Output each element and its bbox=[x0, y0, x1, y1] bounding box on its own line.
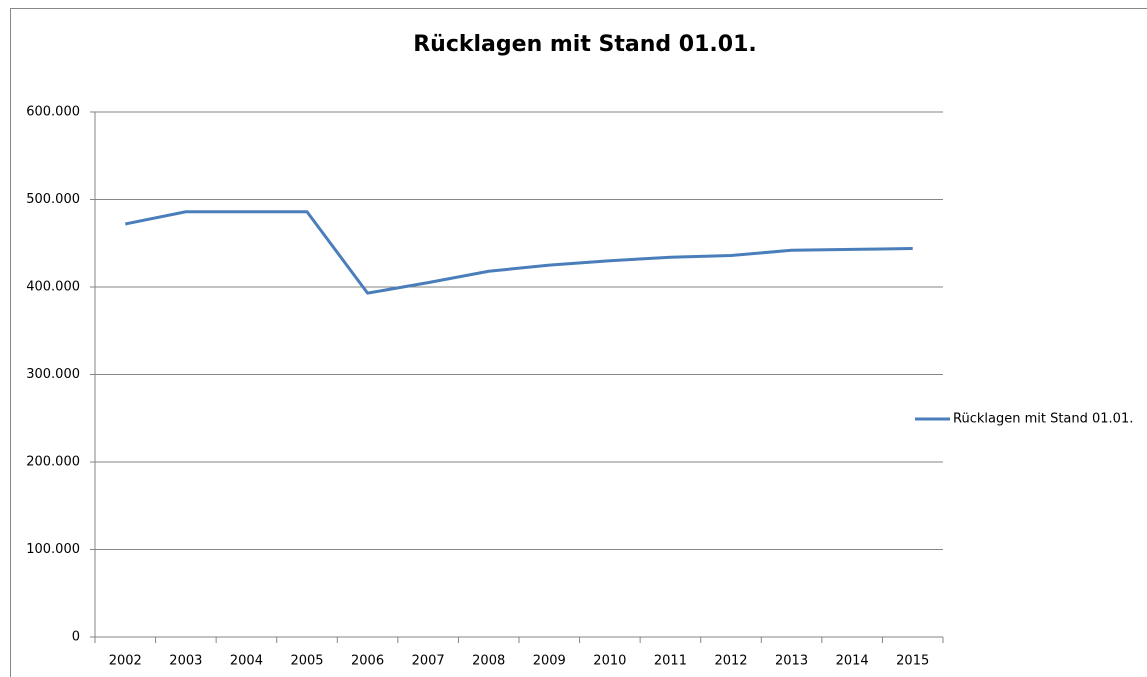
chart-frame bbox=[10, 8, 1147, 677]
x-tick-label: 2014 bbox=[836, 654, 869, 669]
x-tick-label: 2012 bbox=[714, 654, 747, 669]
y-tick-label: 600.000 bbox=[26, 105, 80, 120]
y-tick-label: 200.000 bbox=[26, 455, 80, 470]
x-tick-label: 2007 bbox=[412, 654, 445, 669]
y-tick-label: 300.000 bbox=[26, 367, 80, 382]
x-tick-label: 2003 bbox=[169, 654, 202, 669]
x-tick-label: 2013 bbox=[775, 654, 808, 669]
legend-label: Rücklagen mit Stand 01.01. bbox=[953, 412, 1133, 427]
y-tick-label: 0 bbox=[72, 630, 80, 645]
y-tick-label: 100.000 bbox=[26, 542, 80, 557]
y-tick-label: 400.000 bbox=[26, 280, 80, 295]
x-tick-label: 2005 bbox=[290, 654, 323, 669]
x-tick-label: 2008 bbox=[472, 654, 505, 669]
x-tick-label: 2010 bbox=[593, 654, 626, 669]
data-line bbox=[124, 210, 913, 295]
x-tick-label: 2015 bbox=[896, 654, 929, 669]
x-tick-label: 2002 bbox=[109, 654, 142, 669]
x-tick-label: 2006 bbox=[351, 654, 384, 669]
y-tick-label: 500.000 bbox=[26, 192, 80, 207]
x-tick-label: 2004 bbox=[230, 654, 263, 669]
x-tick-label: 2011 bbox=[654, 654, 687, 669]
chart-title: Rücklagen mit Stand 01.01. bbox=[413, 32, 757, 57]
x-tick-label: 2009 bbox=[533, 654, 566, 669]
